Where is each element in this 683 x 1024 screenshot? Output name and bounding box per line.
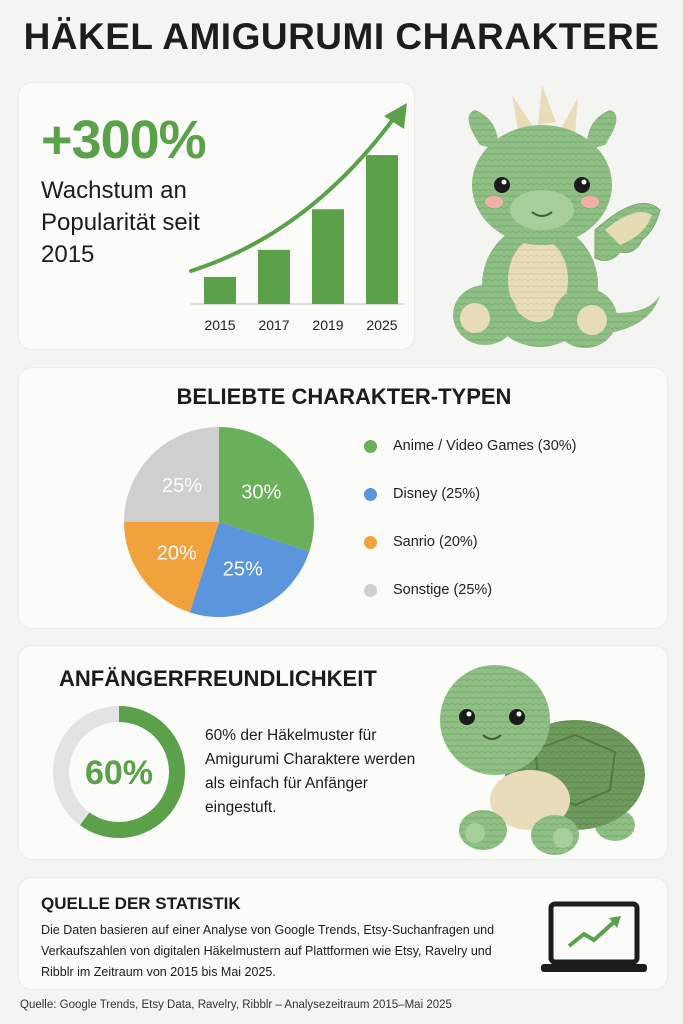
trend-arrow-line xyxy=(189,116,396,273)
beginner-title: ANFÄNGERFREUNDLICHKEIT xyxy=(59,666,377,691)
legend-dot-icon xyxy=(364,488,377,501)
pie-chart-title: BELIEBTE CHARAKTER-TYPEN xyxy=(176,384,512,409)
beginner-description: 60% der Häkelmuster für Amigurumi Charak… xyxy=(205,727,416,816)
pie-slice-label: 20% xyxy=(157,543,197,565)
laptop-chart-icon xyxy=(541,901,647,972)
pie-slice xyxy=(124,522,219,613)
bar-2017 xyxy=(258,249,290,304)
dragon-amigurumi-image xyxy=(453,85,661,348)
pie-slice xyxy=(219,427,314,552)
growth-description: Wachstum an Popularität seit 2015 xyxy=(41,177,200,268)
beginner-donut-chart: 60% xyxy=(53,706,185,838)
x-tick-label: 2019 xyxy=(312,317,343,333)
pie-slice-label: 25% xyxy=(162,475,202,497)
page-title: HÄKEL AMIGURUMI CHARAKTERE xyxy=(23,16,660,57)
legend-label: Sonstige (25%) xyxy=(393,582,493,598)
source-card: QUELLE DER STATISTIK Die Daten basieren … xyxy=(18,877,668,990)
x-tick-label: 2017 xyxy=(258,317,289,333)
growth-headline: +300% xyxy=(41,110,207,170)
legend-label: Disney (25%) xyxy=(393,486,481,502)
trend-arrow-head-icon xyxy=(384,103,407,129)
pie-slice xyxy=(189,522,310,617)
legend-dot-icon xyxy=(364,536,377,549)
legend-dot-icon xyxy=(364,584,377,597)
source-description: Die Daten basieren auf einer Analyse von… xyxy=(41,923,495,979)
legend-dot-icon xyxy=(364,440,377,453)
legend-label: Sanrio (20%) xyxy=(393,534,478,550)
pie-slice-label: 30% xyxy=(241,481,281,503)
pie-legend: Anime / Video Games (30%) Disney (25%) S… xyxy=(364,438,576,630)
source-title: QUELLE DER STATISTIK xyxy=(41,894,241,913)
legend-item-disney: Disney (25%) xyxy=(364,486,576,534)
x-tick-label: 2015 xyxy=(204,317,235,333)
pie-slice xyxy=(124,427,219,522)
footer-source: Quelle: Google Trends, Etsy Data, Ravelr… xyxy=(20,999,452,1011)
character-types-card: BELIEBTE CHARAKTER-TYPEN 30% 25% 20% 25% An… xyxy=(18,367,668,629)
legend-item-sanrio: Sanrio (20%) xyxy=(364,534,576,582)
bar-2025 xyxy=(366,155,398,304)
growth-bar-chart: 2015 2017 2019 2025 xyxy=(189,103,407,333)
bar-2019 xyxy=(312,209,344,304)
x-tick-label: 2025 xyxy=(366,317,397,333)
growth-card: +300% Wachstum an Popularität seit 2015 … xyxy=(18,82,415,350)
pie-slice-label: 25% xyxy=(223,559,263,581)
turtle-amigurumi-image xyxy=(440,665,645,855)
donut-value-arc xyxy=(53,706,185,838)
bar-2015 xyxy=(204,276,236,304)
legend-item-anime: Anime / Video Games (30%) xyxy=(364,438,576,486)
donut-center-label: 60% xyxy=(85,754,153,792)
character-types-pie-chart: 30% 25% 20% 25% xyxy=(124,427,314,617)
legend-label: Anime / Video Games (30%) xyxy=(393,438,577,454)
legend-item-other: Sonstige (25%) xyxy=(364,582,576,630)
